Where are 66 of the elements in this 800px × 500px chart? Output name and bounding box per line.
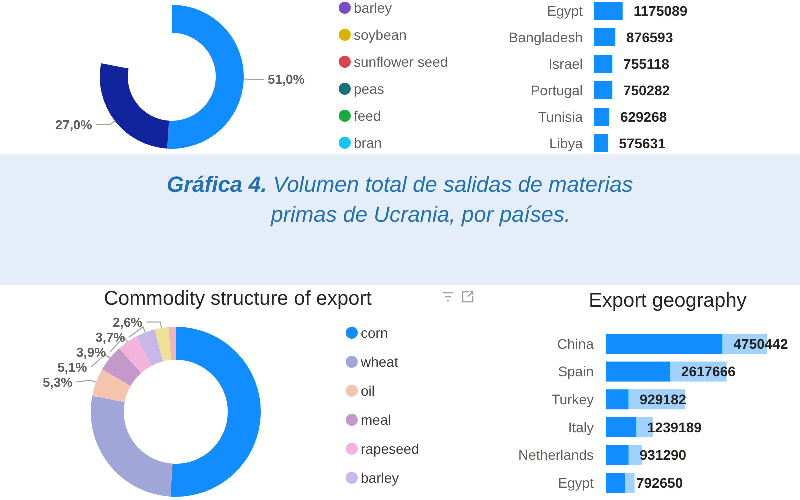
data-label: 51,0% — [268, 72, 306, 87]
data-label: 5,3% — [43, 374, 74, 390]
data-label: 629268 — [620, 108, 668, 125]
chart-title: Commodity structure of export — [104, 288, 372, 310]
text: Volumen total de salidas de materias primas de Ucrania, por países. — [270, 172, 634, 227]
donut-slice — [91, 396, 173, 497]
bar — [606, 362, 670, 382]
legend-label: oil — [361, 382, 376, 399]
legend-label: wheat — [360, 354, 398, 370]
donut-slice — [170, 327, 261, 497]
legend-label: barley — [361, 470, 400, 486]
y-tick-label: Egypt — [558, 474, 594, 491]
donut-slice — [168, 327, 176, 360]
legend-label: peas — [354, 80, 384, 97]
data-label: 27,0% — [55, 117, 93, 132]
data-label: 876593 — [626, 29, 674, 46]
bar — [625, 473, 635, 493]
data-label: 575631 — [619, 135, 666, 152]
bar — [594, 82, 612, 100]
legend-label: corn — [361, 324, 388, 341]
data-label: 5,1% — [58, 360, 88, 375]
data-label: 3,9% — [76, 344, 107, 360]
data-label: 755118 — [624, 56, 670, 72]
legend-label: bran — [354, 134, 382, 151]
data-label: 1175089 — [634, 2, 688, 19]
legend-label: rapeseed — [361, 440, 420, 457]
bar — [606, 390, 629, 410]
y-tick-label: Israel — [548, 56, 583, 72]
text: Gráfica 4. — [166, 172, 268, 197]
legend-label: soybean — [354, 26, 407, 43]
data-label: 2617666 — [681, 364, 736, 380]
y-tick-label: Italy — [568, 419, 594, 436]
bar — [606, 445, 629, 466]
y-tick-label: Spain — [558, 364, 594, 380]
legend-label: feed — [354, 108, 382, 124]
donut-slice — [136, 330, 164, 366]
legend-label: barley — [354, 0, 392, 16]
data-label: 2,6% — [112, 314, 144, 330]
bar — [594, 134, 608, 152]
data-label: 750282 — [623, 82, 670, 98]
bar — [606, 473, 626, 493]
chart-title: Export geography — [589, 290, 747, 312]
data-label: 931290 — [640, 447, 687, 464]
y-tick-label: Bangladesh — [509, 29, 583, 46]
bar — [594, 28, 616, 46]
legend-label: meal — [361, 412, 392, 428]
data-label: 792650 — [636, 474, 684, 491]
legend-label: sunflower seed — [354, 54, 448, 70]
y-tick-label: Netherlands — [518, 447, 594, 464]
data-label: 4750442 — [734, 336, 788, 352]
donut-slice — [154, 327, 172, 362]
bar — [606, 417, 636, 438]
y-tick-label: Turkey — [552, 392, 594, 408]
y-tick-label: Libya — [550, 135, 584, 152]
data-label: 929182 — [640, 392, 687, 408]
bar — [594, 108, 610, 126]
y-tick-label: China — [557, 336, 594, 352]
y-tick-label: Portugal — [530, 82, 583, 98]
bar — [594, 2, 623, 20]
data-label: 1239189 — [647, 419, 702, 436]
bar — [594, 55, 613, 73]
donut-slice — [92, 370, 131, 402]
y-tick-label: Tunisia — [538, 108, 584, 125]
data-label: 3,7% — [96, 330, 126, 345]
y-tick-label: Egypt — [547, 2, 584, 19]
bar — [606, 334, 723, 354]
